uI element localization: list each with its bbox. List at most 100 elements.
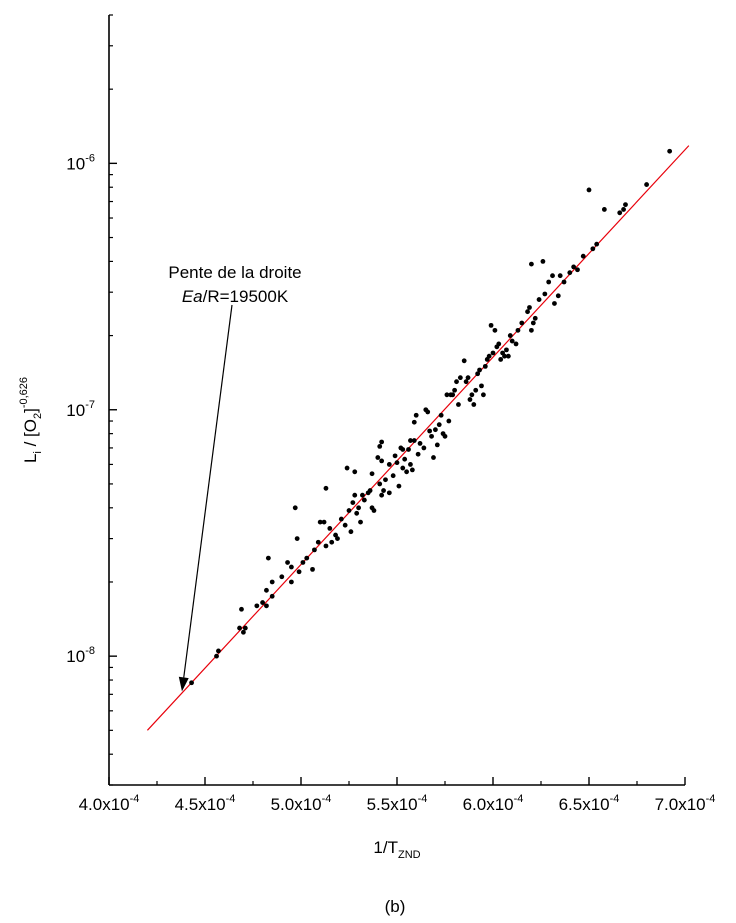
y-ticks: 10-8 10-7 10-6 bbox=[66, 14, 117, 786]
data-point bbox=[417, 441, 423, 446]
annotation-ea: Ea bbox=[182, 287, 203, 306]
annotation-arrowhead bbox=[178, 676, 189, 692]
x-tick-label: 4.5x10-4 bbox=[175, 793, 236, 814]
data-point bbox=[427, 428, 433, 434]
data-point bbox=[425, 409, 431, 415]
data-point bbox=[409, 467, 415, 473]
data-point bbox=[216, 648, 221, 654]
data-point bbox=[269, 593, 275, 599]
data-point bbox=[354, 510, 360, 516]
data-point bbox=[375, 455, 381, 460]
annotation-rest: /R=19500K bbox=[203, 287, 289, 306]
data-point bbox=[575, 267, 580, 273]
data-point bbox=[465, 375, 471, 381]
data-point bbox=[310, 566, 315, 572]
data-point bbox=[317, 519, 323, 525]
x-title-main: 1/T bbox=[373, 838, 398, 857]
data-point bbox=[400, 465, 406, 471]
x-tick-label: 5.0x10-4 bbox=[271, 793, 332, 814]
x-tick-label: 5.5x10-4 bbox=[367, 793, 428, 814]
figure-caption: (b) bbox=[385, 897, 406, 916]
data-point bbox=[442, 433, 448, 439]
data-point bbox=[312, 547, 317, 553]
x-title-sub: ZND bbox=[398, 849, 421, 861]
data-point bbox=[496, 341, 502, 347]
data-point bbox=[557, 273, 563, 279]
data-point bbox=[450, 392, 456, 398]
data-point bbox=[386, 462, 392, 467]
data-point bbox=[300, 560, 306, 565]
data-point bbox=[411, 419, 417, 425]
data-point bbox=[429, 433, 434, 439]
data-point bbox=[379, 458, 385, 464]
data-point bbox=[590, 246, 596, 252]
data-point bbox=[265, 555, 271, 561]
data-point bbox=[488, 322, 494, 328]
data-point bbox=[473, 387, 479, 393]
data-point bbox=[348, 529, 354, 535]
data-point bbox=[279, 574, 285, 580]
data-point bbox=[475, 371, 481, 377]
data-point bbox=[571, 264, 577, 270]
y-axis-title: Li / [O2]-0,626 bbox=[18, 377, 44, 463]
data-point bbox=[264, 603, 269, 609]
data-point bbox=[369, 471, 375, 477]
y-title-sub-i: i bbox=[32, 451, 44, 453]
data-point bbox=[289, 564, 294, 570]
data-point bbox=[434, 442, 440, 448]
data-point bbox=[379, 439, 385, 445]
data-point bbox=[492, 327, 498, 333]
data-point bbox=[381, 488, 386, 493]
annotation-line1: Pente de la droite bbox=[168, 263, 301, 282]
data-point bbox=[433, 427, 438, 433]
data-point bbox=[561, 279, 567, 285]
data-point bbox=[400, 447, 406, 452]
y-tick-label: 10-8 bbox=[66, 645, 95, 666]
data-point bbox=[394, 460, 400, 466]
data-point bbox=[617, 210, 623, 216]
data-point bbox=[469, 392, 475, 398]
data-point bbox=[269, 579, 275, 585]
data-point bbox=[379, 492, 385, 498]
data-point bbox=[436, 422, 442, 428]
y-title-sub-2: 2 bbox=[32, 413, 44, 419]
data-point bbox=[532, 315, 538, 321]
data-point bbox=[479, 383, 484, 389]
x-ticks: 4.0x10-4 4.5x10-4 5.0x10-4 5.5x10-4 6.0x10-4… bbox=[79, 777, 716, 814]
x-tick-label: 6.5x10-4 bbox=[559, 793, 620, 814]
data-point bbox=[594, 241, 600, 247]
x-tick-label: 6.0x10-4 bbox=[463, 793, 524, 814]
data-point bbox=[402, 456, 408, 462]
data-point bbox=[315, 539, 321, 545]
data-point bbox=[371, 508, 377, 513]
data-point bbox=[461, 358, 467, 364]
data-point bbox=[408, 438, 413, 443]
data-point bbox=[350, 500, 356, 505]
data-point bbox=[264, 587, 269, 593]
data-point bbox=[601, 207, 607, 212]
data-point bbox=[502, 353, 507, 359]
data-point bbox=[519, 320, 525, 326]
data-point bbox=[296, 569, 302, 575]
y-title-bracket: ] bbox=[21, 408, 40, 413]
annotation-arrow bbox=[183, 304, 233, 678]
data-point bbox=[342, 522, 348, 528]
data-point bbox=[377, 481, 383, 487]
y-title-o: / [O bbox=[21, 419, 40, 451]
data-point bbox=[525, 309, 530, 315]
data-point bbox=[477, 367, 482, 373]
data-point bbox=[396, 483, 402, 489]
data-point bbox=[292, 505, 298, 511]
data-point bbox=[438, 412, 444, 418]
x-tick-label: 7.0x10-4 bbox=[655, 793, 716, 814]
data-point bbox=[482, 363, 488, 369]
data-point bbox=[529, 261, 534, 267]
data-point bbox=[329, 539, 335, 545]
data-point bbox=[344, 465, 350, 471]
data-point bbox=[383, 477, 388, 483]
data-point bbox=[189, 680, 194, 686]
data-point bbox=[239, 606, 244, 612]
data-point bbox=[237, 625, 242, 631]
data-point bbox=[356, 505, 361, 511]
data-point bbox=[241, 629, 246, 635]
